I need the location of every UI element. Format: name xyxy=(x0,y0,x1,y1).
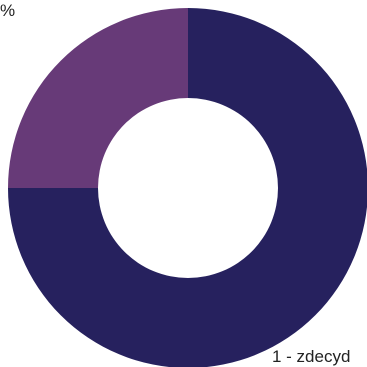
slice xyxy=(8,8,188,188)
slice xyxy=(8,8,367,367)
annotation: % xyxy=(0,1,15,20)
annotation: 1 - zdecyd xyxy=(272,347,350,366)
slices xyxy=(8,8,367,367)
